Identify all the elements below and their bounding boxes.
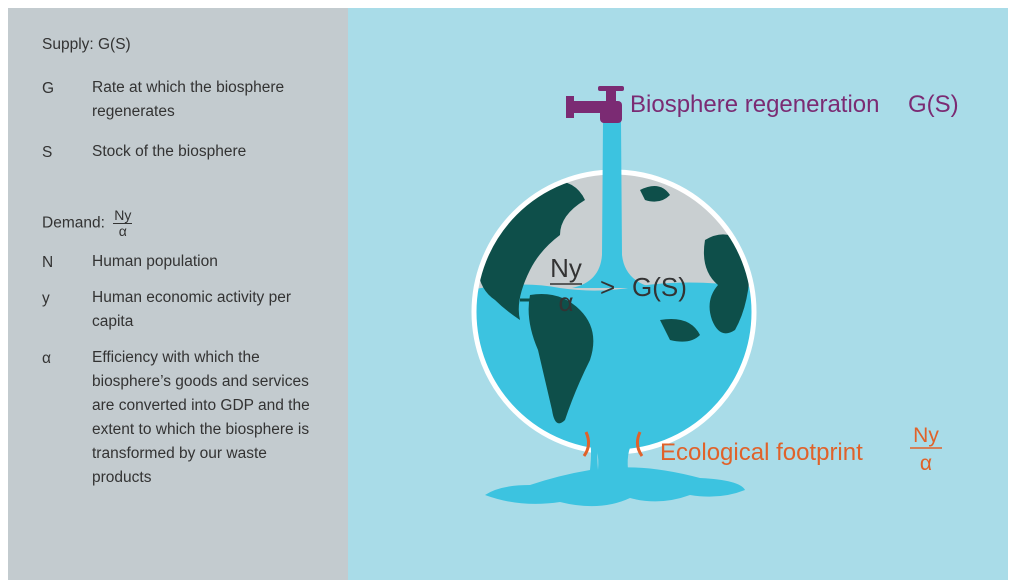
tap (566, 86, 624, 123)
drip (590, 438, 636, 470)
definition: Human economic activity per capita (92, 289, 291, 330)
definition: Efficiency with which the biosphere’s go… (92, 349, 310, 486)
tap-formula: G(S) (908, 91, 959, 118)
footprint-label: Ecological footprint (660, 439, 863, 466)
denominator: α (118, 223, 127, 239)
splash (485, 440, 745, 507)
rhs: G(S) (632, 272, 687, 302)
legend-panel: Supply: G(S) G Rate at which the biosphe… (8, 8, 348, 580)
numerator: Ny (550, 253, 582, 283)
definition: Human population (92, 253, 218, 270)
numerator: Ny (113, 207, 133, 224)
operator: > (600, 272, 615, 302)
demand-text: Demand: (42, 214, 105, 232)
symbol: G (42, 80, 55, 97)
symbol: S (42, 144, 53, 161)
definition: Stock of the biosphere (92, 143, 247, 160)
symbol: N (42, 254, 54, 271)
supply-label: Supply: G(S) (42, 36, 131, 53)
bracket (582, 431, 591, 457)
bracket (635, 431, 644, 457)
numerator: Ny (913, 424, 939, 447)
stream (572, 122, 655, 288)
demand-label: Demand: Ny α (42, 207, 133, 239)
denominator: α (920, 452, 932, 475)
symbol: α (42, 350, 51, 367)
definition: Rate at which the biosphere regenerates (92, 79, 285, 120)
denominator: α (558, 287, 573, 317)
symbol: y (42, 290, 50, 307)
fraction: Ny α (113, 207, 133, 239)
tap-label: Biosphere regeneration (630, 91, 880, 118)
